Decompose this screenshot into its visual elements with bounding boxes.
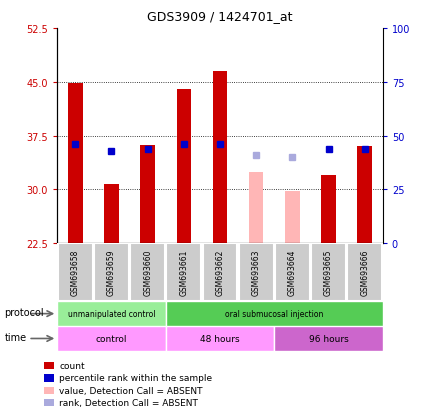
Text: GSM693665: GSM693665 xyxy=(324,249,333,296)
Bar xyxy=(176,90,191,244)
Text: GDS3909 / 1424701_at: GDS3909 / 1424701_at xyxy=(147,10,293,23)
Bar xyxy=(130,244,165,301)
Bar xyxy=(57,301,166,326)
Text: GSM693666: GSM693666 xyxy=(360,249,369,296)
Bar xyxy=(275,244,310,301)
Text: GSM693659: GSM693659 xyxy=(107,249,116,296)
Bar xyxy=(213,72,227,244)
Bar xyxy=(311,244,346,301)
Text: control: control xyxy=(96,334,127,343)
Text: unmanipulated control: unmanipulated control xyxy=(68,309,155,318)
Text: time: time xyxy=(4,332,26,342)
Text: GSM693663: GSM693663 xyxy=(252,249,260,296)
Bar xyxy=(274,326,383,351)
Bar xyxy=(166,244,201,301)
Text: GSM693664: GSM693664 xyxy=(288,249,297,296)
Text: GSM693661: GSM693661 xyxy=(180,249,188,296)
Bar xyxy=(249,172,264,244)
Text: value, Detection Call = ABSENT: value, Detection Call = ABSENT xyxy=(59,386,203,395)
Text: count: count xyxy=(59,361,85,370)
Text: protocol: protocol xyxy=(4,308,44,318)
Bar xyxy=(166,326,274,351)
Text: rank, Detection Call = ABSENT: rank, Detection Call = ABSENT xyxy=(59,398,198,407)
Bar xyxy=(321,176,336,244)
Bar xyxy=(347,244,382,301)
Bar xyxy=(104,184,119,244)
Bar xyxy=(357,147,372,244)
Bar xyxy=(203,244,237,301)
Bar xyxy=(285,191,300,244)
Bar xyxy=(57,326,166,351)
Bar xyxy=(94,244,129,301)
Text: oral submucosal injection: oral submucosal injection xyxy=(225,309,323,318)
Text: GSM693662: GSM693662 xyxy=(216,249,224,296)
Bar xyxy=(68,84,83,244)
Text: GSM693660: GSM693660 xyxy=(143,249,152,296)
Bar xyxy=(58,244,93,301)
Bar xyxy=(140,146,155,244)
Text: 48 hours: 48 hours xyxy=(200,334,240,343)
Text: GSM693658: GSM693658 xyxy=(71,249,80,296)
Bar xyxy=(239,244,274,301)
Bar xyxy=(166,301,383,326)
Text: percentile rank within the sample: percentile rank within the sample xyxy=(59,373,213,382)
Text: 96 hours: 96 hours xyxy=(308,334,348,343)
